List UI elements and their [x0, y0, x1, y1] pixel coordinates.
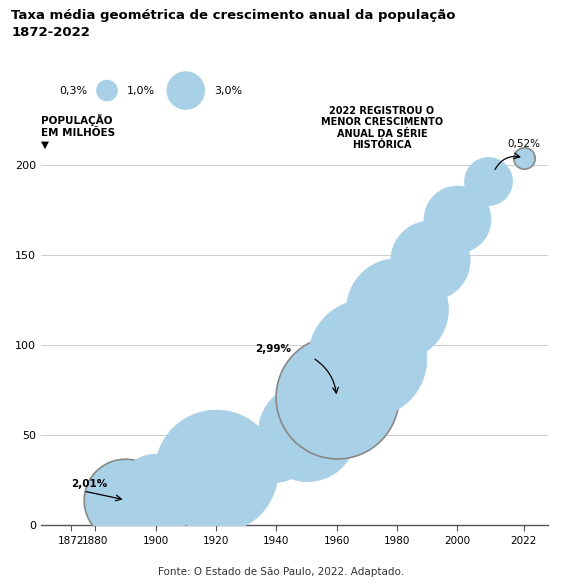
Point	[212, 467, 221, 476]
Text: 2,99%: 2,99%	[255, 344, 291, 354]
Point	[392, 304, 401, 314]
Point	[453, 214, 462, 224]
Point	[363, 353, 372, 362]
Point	[121, 495, 130, 505]
Text: 1872-2022: 1872-2022	[11, 26, 90, 39]
Point	[272, 447, 281, 456]
Point	[332, 392, 341, 402]
Text: 0,52%: 0,52%	[507, 138, 540, 148]
Point	[426, 256, 435, 265]
Text: 2022 REGISTROU O
MENOR CRESCIMENTO
ANUAL DA SÉRIE
HISTÓRICA: 2022 REGISTROU O MENOR CRESCIMENTO ANUAL…	[321, 106, 443, 150]
Text: 0,3%: 0,3%	[60, 85, 88, 96]
Text: Taxa média geométrica de crescimento anual da população: Taxa média geométrica de crescimento anu…	[11, 9, 456, 22]
Point	[151, 490, 160, 499]
Text: 3,0%: 3,0%	[215, 85, 243, 96]
Text: POPULAÇÃO
EM MILHÕES
▼: POPULAÇÃO EM MILHÕES ▼	[41, 114, 115, 150]
Text: 2,01%: 2,01%	[71, 479, 108, 489]
Text: Fonte: O Estado de São Paulo, 2022. Adaptado.: Fonte: O Estado de São Paulo, 2022. Adap…	[158, 567, 405, 577]
Text: 1,0%: 1,0%	[127, 85, 155, 96]
Point	[483, 176, 492, 186]
Point	[302, 427, 311, 436]
Point	[519, 153, 528, 162]
